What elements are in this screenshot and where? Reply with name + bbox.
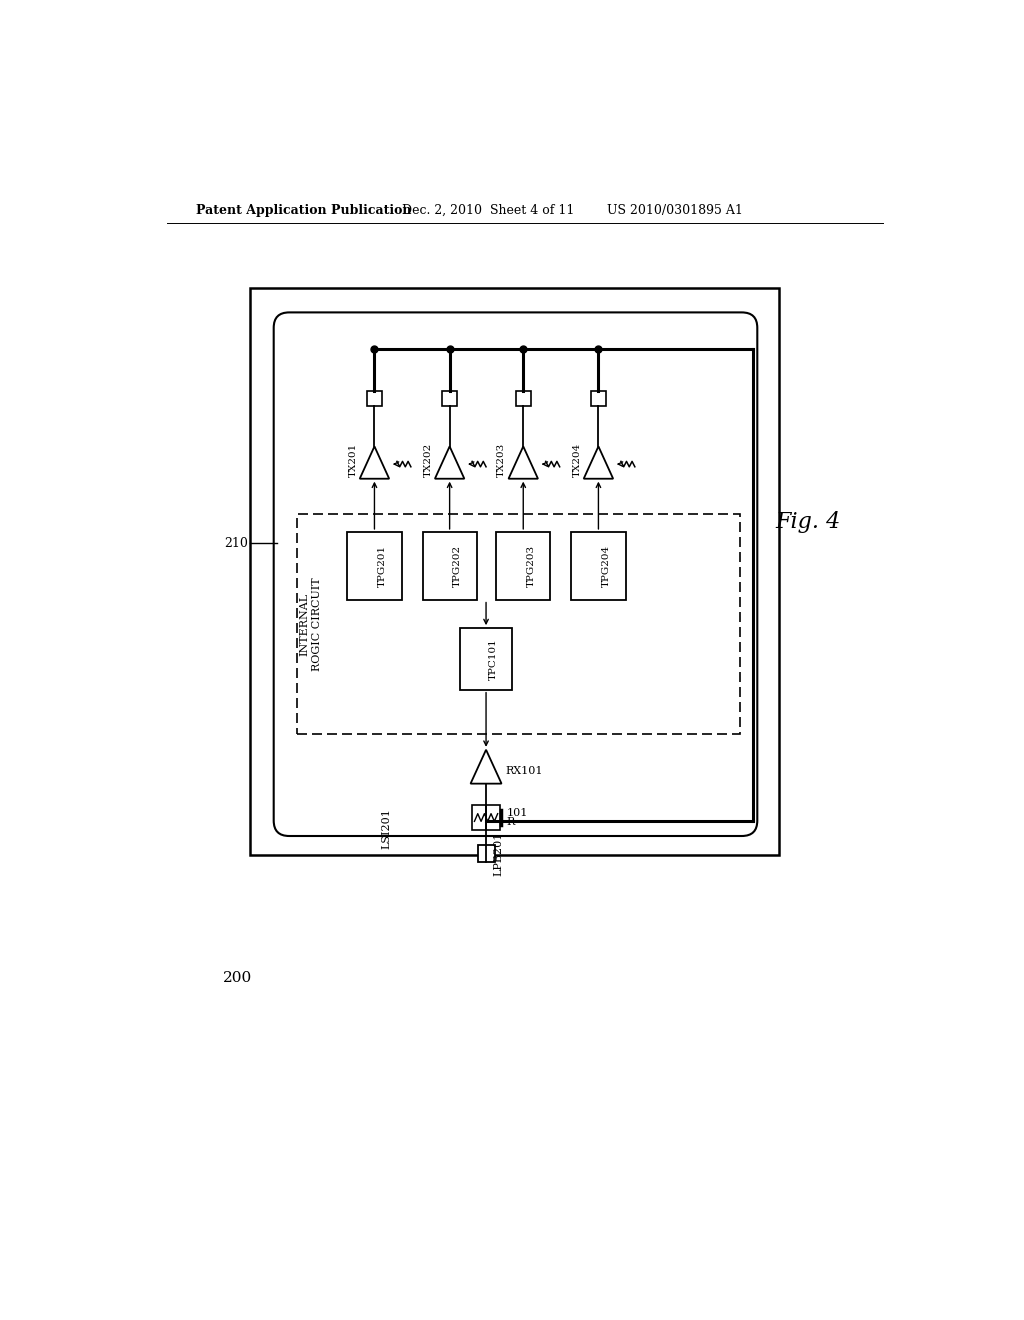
Bar [367,391,382,407]
Text: TPG201: TPG201 [378,545,387,587]
Text: LPB201: LPB201 [494,832,504,876]
Bar [251,288,779,855]
Bar [515,391,531,407]
Text: Patent Application Publication: Patent Application Publication [197,205,412,218]
Text: TX204: TX204 [572,442,582,477]
Text: INTERNAL
ROGIC CIRCUIT: INTERNAL ROGIC CIRCUIT [300,577,323,671]
Text: Sheet 4 of 11: Sheet 4 of 11 [489,205,574,218]
Text: LSI201: LSI201 [381,808,391,849]
Text: TPG204: TPG204 [602,545,610,587]
Text: 200: 200 [222,972,252,986]
Bar [591,391,606,407]
Text: TX202: TX202 [424,442,432,477]
Text: TX201: TX201 [348,442,357,477]
Text: RX101: RX101 [506,766,543,776]
Text: US 2010/0301895 A1: US 2010/0301895 A1 [607,205,742,218]
Text: TPG202: TPG202 [453,545,462,587]
Text: R: R [506,817,514,828]
Text: TPC101: TPC101 [489,638,499,680]
Text: 101: 101 [506,808,527,817]
Text: TX203: TX203 [498,442,506,477]
Bar [347,532,401,599]
Text: Fig. 4: Fig. 4 [776,511,841,533]
Text: Dec. 2, 2010: Dec. 2, 2010 [402,205,482,218]
Text: 210: 210 [224,537,248,550]
Bar [423,532,477,599]
Bar [442,391,458,407]
Bar [571,532,626,599]
Bar [297,515,740,734]
Bar [460,628,512,689]
Bar [496,532,550,599]
Text: TPG203: TPG203 [526,545,536,587]
Bar [477,845,495,862]
Bar [472,805,500,830]
